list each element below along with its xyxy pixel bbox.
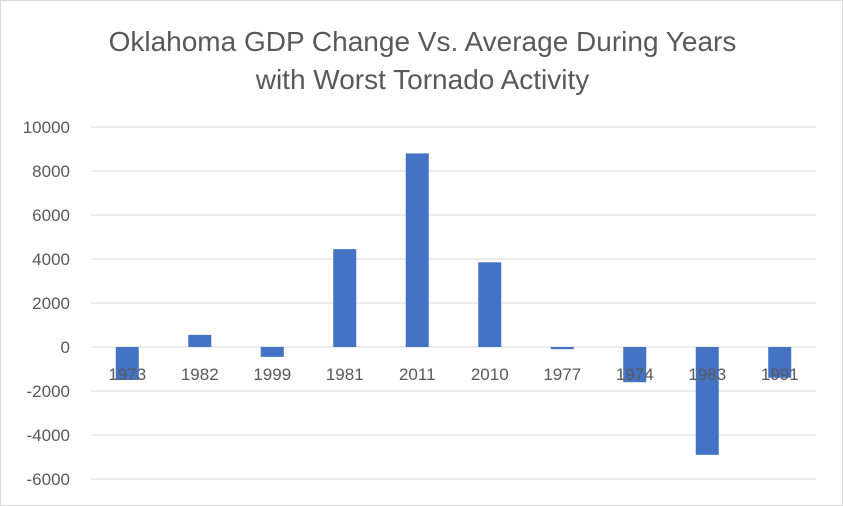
x-tick-label: 2010 xyxy=(471,365,509,384)
y-tick-label: -2000 xyxy=(27,382,70,401)
bar-2011 xyxy=(405,153,429,347)
y-tick-label: 2000 xyxy=(32,294,70,313)
y-tick-label: 0 xyxy=(61,338,70,357)
chart-title-line-2: with Worst Tornado Activity xyxy=(255,64,590,95)
x-tick-label: 1991 xyxy=(761,365,799,384)
bar-1983 xyxy=(695,347,719,455)
bar-1974 xyxy=(623,347,647,383)
chart-title: Oklahoma GDP Change Vs. Average During Y… xyxy=(61,23,784,99)
x-tick-label: 1999 xyxy=(253,365,291,384)
x-tick-label: 1981 xyxy=(326,365,364,384)
y-tick-label: 6000 xyxy=(32,206,70,225)
bar-2010 xyxy=(478,262,502,347)
bar-1982 xyxy=(188,334,212,347)
x-tick-label: 1982 xyxy=(181,365,219,384)
x-tick-label: 1974 xyxy=(616,365,654,384)
y-tick-label: 8000 xyxy=(32,162,70,181)
bar-1991 xyxy=(768,347,792,378)
y-tick-label: -4000 xyxy=(27,426,70,445)
x-tick-label: 1973 xyxy=(108,365,146,384)
y-tick-label: 10000 xyxy=(23,118,70,137)
y-tick-label: -6000 xyxy=(27,470,70,489)
x-tick-label: 1983 xyxy=(688,365,726,384)
bar-1973 xyxy=(115,347,139,380)
bar-1977 xyxy=(550,347,574,350)
x-tick-label: 2011 xyxy=(399,365,436,384)
bar-1981 xyxy=(333,249,357,347)
y-tick-label: 4000 xyxy=(32,250,70,269)
x-tick-label: 1977 xyxy=(543,365,581,384)
bar-1999 xyxy=(260,347,284,357)
chart-title-line-1: Oklahoma GDP Change Vs. Average During Y… xyxy=(108,26,737,57)
